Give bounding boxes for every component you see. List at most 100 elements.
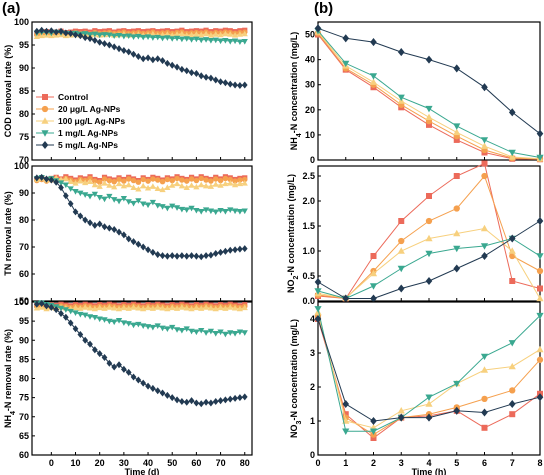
data-point-ag5mg — [164, 252, 171, 260]
data-point-ag100 — [480, 366, 489, 373]
data-point-ag5mg — [125, 368, 132, 376]
data-point-ag100 — [77, 177, 84, 184]
data-point-ag1mg — [62, 182, 69, 189]
data-point-ag5mg — [342, 294, 350, 303]
x-tick-label: 0 — [49, 458, 54, 468]
data-point-ag5mg — [150, 384, 156, 392]
data-point-ag1mg — [149, 35, 156, 41]
data-point-ag20 — [183, 178, 190, 184]
data-point-ag1mg — [241, 38, 248, 45]
x-tick-label: 8 — [537, 458, 542, 468]
data-point-ag5mg — [77, 331, 84, 339]
data-point-ag5mg — [58, 184, 64, 192]
legend-entry-ag1mg: 1 mg/L Ag-NPs — [36, 128, 118, 138]
data-point-ag5mg — [232, 81, 238, 89]
chart-a3: 60 65 70 75 80 85 90 95 100 0 10 20 30 40 50 60 70 80 Time… — [3, 297, 253, 475]
y-tick-label: 2.0 — [302, 196, 315, 206]
data-point-ag5mg — [154, 387, 161, 395]
data-point-ag5mg — [241, 81, 248, 89]
data-point-ag1mg — [115, 198, 123, 205]
data-point-ag5mg — [425, 413, 433, 422]
data-point-ag5mg — [212, 249, 219, 257]
data-point-ag20 — [164, 176, 171, 183]
y-tick-label: 95 — [19, 40, 29, 50]
data-point-ag1mg — [369, 428, 378, 435]
data-point-ag5mg — [130, 50, 137, 58]
data-point-ag20 — [106, 177, 113, 184]
data-point-ag5mg — [188, 397, 195, 405]
data-point-ag20 — [237, 177, 243, 183]
data-point-ag1mg — [159, 35, 166, 42]
y-tick-label: 80 — [19, 109, 29, 119]
data-point-ag5mg — [53, 178, 60, 186]
data-point-ag1mg — [425, 105, 433, 113]
data-point-ag5mg — [183, 67, 190, 75]
data-point-ag5mg — [116, 45, 122, 53]
x-tick-label: 3 — [399, 458, 404, 468]
data-point-ag5mg — [208, 399, 214, 407]
data-point-control — [370, 253, 377, 259]
data-point-ag1mg — [125, 321, 132, 327]
data-point-ag20 — [232, 178, 238, 184]
data-point-ag5mg — [106, 41, 113, 49]
data-point-ag1mg — [212, 37, 219, 44]
data-point-ag20 — [213, 176, 219, 182]
y-axis-label: COD removal rate (%) — [3, 45, 13, 138]
data-point-ag5mg — [72, 31, 79, 39]
data-point-control — [509, 411, 516, 418]
data-point-ag1mg — [536, 253, 544, 260]
data-point-ag1mg — [106, 318, 113, 325]
y-tick-label: 100 — [14, 17, 29, 27]
data-point-ag1mg — [91, 31, 98, 38]
y-tick-label: 65 — [19, 431, 29, 441]
data-point-ag1mg — [183, 326, 190, 333]
legend-entry-ag100: 100 μg/L Ag-NPs — [36, 116, 125, 126]
data-point-ag5mg — [237, 245, 243, 253]
y-tick-label: 80 — [19, 374, 29, 384]
data-point-ag1mg — [198, 209, 205, 215]
data-point-ag1mg — [217, 38, 224, 45]
data-point-ag100 — [188, 182, 195, 188]
data-point-ag1mg — [453, 245, 461, 253]
data-point-ag5mg — [164, 59, 171, 67]
chart-a2: 50 60 70 80 90 100 TN removal rate (%) — [3, 161, 253, 306]
data-point-ag5mg — [106, 224, 113, 232]
data-point-ag5mg — [72, 208, 79, 216]
data-point-ag5mg — [174, 252, 180, 260]
x-tick-label: 7 — [510, 458, 515, 468]
data-point-ag100 — [72, 304, 79, 311]
data-point-ag20 — [536, 267, 544, 275]
data-point-ag5mg — [125, 48, 132, 56]
series-line-ag100 — [317, 31, 541, 160]
data-point-ag1mg — [212, 331, 219, 337]
data-point-ag100 — [111, 304, 118, 311]
data-point-ag100 — [207, 304, 215, 311]
data-point-ag100 — [115, 180, 123, 187]
x-tick-label: 6 — [482, 458, 487, 468]
y-tick-label: 0 — [310, 155, 315, 165]
data-point-ag5mg — [43, 175, 50, 183]
series-line-ag5mg — [36, 302, 245, 405]
data-point-ag5mg — [48, 27, 55, 35]
data-point-control — [453, 136, 460, 143]
y-tick-label: 85 — [19, 354, 29, 364]
y-tick-label: 100 — [14, 161, 29, 171]
data-point-ag5mg — [481, 408, 488, 417]
data-point-ag1mg — [178, 36, 186, 43]
data-point-ag100 — [111, 183, 118, 190]
data-point-ag100 — [212, 31, 219, 37]
x-tick-label: 1 — [343, 458, 348, 468]
y-tick-label: 50 — [19, 296, 29, 306]
data-point-ag20 — [509, 387, 516, 394]
legend-marker-ag1mg — [41, 130, 49, 137]
data-point-ag100 — [120, 304, 127, 311]
data-point-ag5mg — [91, 36, 98, 44]
y-tick-label: 75 — [19, 132, 29, 142]
data-point-ag1mg — [144, 34, 152, 40]
data-point-ag5mg — [96, 350, 103, 358]
legend-marker-ag5mg — [41, 140, 49, 150]
data-point-ag5mg — [193, 399, 200, 407]
data-point-ag20 — [174, 175, 180, 182]
legend-label: 5 mg/L Ag-NPs — [58, 140, 118, 150]
